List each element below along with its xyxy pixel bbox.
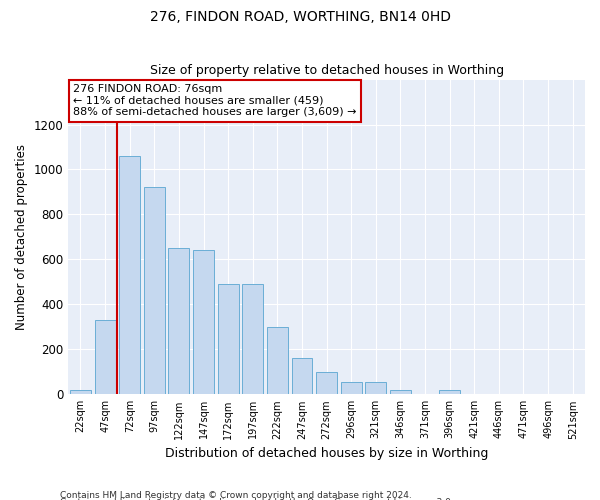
Bar xyxy=(390,390,411,394)
Bar xyxy=(316,372,337,394)
Text: 276, FINDON ROAD, WORTHING, BN14 0HD: 276, FINDON ROAD, WORTHING, BN14 0HD xyxy=(149,10,451,24)
Text: Contains public sector information licensed under the Open Government Licence v3: Contains public sector information licen… xyxy=(60,498,454,500)
Bar xyxy=(365,382,386,394)
Bar xyxy=(119,156,140,394)
Text: Contains HM Land Registry data © Crown copyright and database right 2024.: Contains HM Land Registry data © Crown c… xyxy=(60,490,412,500)
Bar xyxy=(267,327,288,394)
Bar xyxy=(193,250,214,394)
Bar xyxy=(144,188,165,394)
Bar xyxy=(218,284,239,395)
Bar xyxy=(341,382,362,394)
Text: 276 FINDON ROAD: 76sqm
← 11% of detached houses are smaller (459)
88% of semi-de: 276 FINDON ROAD: 76sqm ← 11% of detached… xyxy=(73,84,357,117)
Title: Size of property relative to detached houses in Worthing: Size of property relative to detached ho… xyxy=(149,64,503,77)
Bar xyxy=(95,320,116,394)
Bar xyxy=(292,358,313,394)
Bar xyxy=(242,284,263,395)
Bar xyxy=(70,390,91,394)
Bar xyxy=(439,390,460,394)
X-axis label: Distribution of detached houses by size in Worthing: Distribution of detached houses by size … xyxy=(165,447,488,460)
Y-axis label: Number of detached properties: Number of detached properties xyxy=(15,144,28,330)
Bar xyxy=(169,248,190,394)
